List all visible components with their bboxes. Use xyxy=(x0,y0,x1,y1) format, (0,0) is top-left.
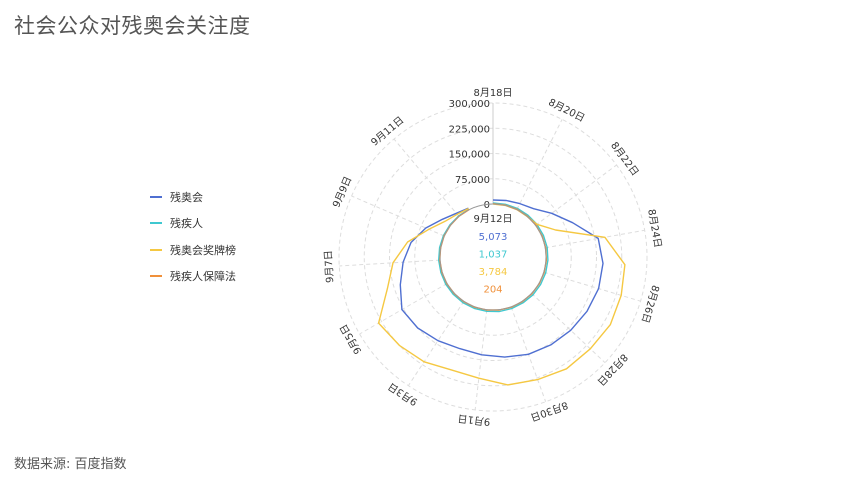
angular-tick-label: 9月7日 xyxy=(322,250,336,283)
series-line xyxy=(438,202,549,313)
grid-spoke xyxy=(543,271,641,302)
grid-spoke xyxy=(531,293,606,364)
angular-tick-label: 9月3日 xyxy=(386,380,420,408)
grid-spoke xyxy=(359,283,448,335)
legend-label: 残奥会 xyxy=(170,190,203,204)
legend-item[interactable]: 残奥会 xyxy=(150,190,236,204)
grid-spoke xyxy=(393,138,460,217)
radial-tick-label: 75,000 xyxy=(455,175,490,186)
center-value-label: 204 xyxy=(483,285,502,296)
angular-tick-label: 9月5日 xyxy=(338,322,365,356)
grid-spoke xyxy=(535,164,617,226)
radial-tick-label: 300,000 xyxy=(449,99,490,110)
page-title: 社会公众对残奥会关注度 xyxy=(14,14,251,38)
angular-tick-label: 8月18日 xyxy=(473,87,512,99)
legend-item[interactable]: 残奥会奖牌榜 xyxy=(150,243,236,257)
grid-spoke xyxy=(351,195,445,237)
angular-tick-label: 8月26日 xyxy=(639,284,662,325)
center-value-label: 1,037 xyxy=(479,250,508,261)
inner-ring xyxy=(439,203,547,311)
grid-circle xyxy=(363,127,623,387)
grid-circle xyxy=(414,178,572,336)
angular-tick-label: 8月30日 xyxy=(529,399,570,424)
data-source: 数据来源: 百度指数 xyxy=(14,457,127,472)
grid-spoke xyxy=(474,309,488,411)
angular-tick-label: 8月22日 xyxy=(608,140,641,179)
angular-tick-label: 9月9日 xyxy=(330,175,354,210)
legend-label: 残奥会奖牌榜 xyxy=(170,243,236,257)
angular-tick-label: 9月1日 xyxy=(457,412,491,428)
legend-item[interactable]: 残疾人保障法 xyxy=(150,270,236,283)
angular-tick-label: 8月24日 xyxy=(645,208,664,249)
legend-swatch xyxy=(150,195,162,198)
grid-spoke xyxy=(516,119,563,210)
legend-swatch xyxy=(150,248,162,251)
radial-tick-label: 0 xyxy=(484,200,490,211)
legend-item[interactable]: 残疾人 xyxy=(150,217,236,230)
angular-tick-label: 8月20日 xyxy=(546,96,586,124)
legend-swatch xyxy=(150,222,162,224)
legend-label: 残疾人 xyxy=(170,217,203,230)
legend: 残奥会残疾人残奥会奖牌榜 残疾人保障法 xyxy=(150,190,236,296)
series-line xyxy=(377,203,626,386)
grid-spoke xyxy=(339,259,441,267)
radial-tick-label: 225,000 xyxy=(449,124,490,135)
angular-tick-label: 9月11日 xyxy=(369,114,407,148)
grid-circle xyxy=(338,102,648,412)
legend-swatch xyxy=(150,275,162,277)
grid-spoke xyxy=(545,229,645,249)
center-value-label: 5,073 xyxy=(479,232,508,243)
legend-label: 残疾人保障法 xyxy=(170,270,236,283)
angular-tick-label: 8月28日 xyxy=(595,351,631,388)
series-line xyxy=(399,199,604,358)
grid-circle xyxy=(389,153,597,361)
grid-spoke xyxy=(407,301,465,386)
center-value-label: 3,784 xyxy=(479,267,508,278)
radial-tick-label: 150,000 xyxy=(449,150,490,161)
center-date-label: 9月12日 xyxy=(473,213,512,225)
